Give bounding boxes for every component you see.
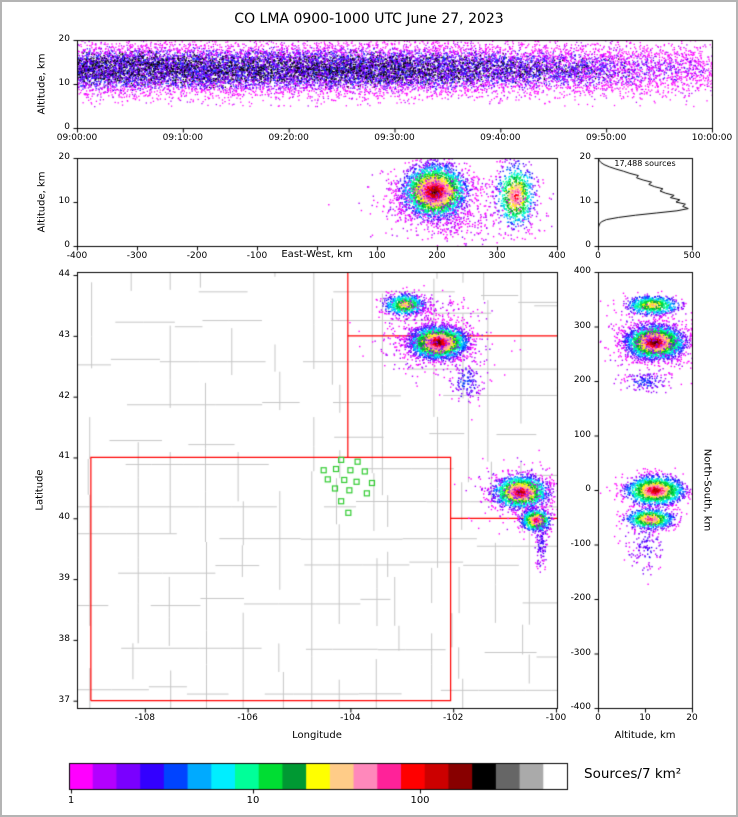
tick-label: -400 bbox=[570, 702, 591, 712]
ns-panel-ylabel: North-South, km bbox=[701, 448, 713, 532]
tick-label: 300 bbox=[573, 320, 591, 331]
tick-label: 0 bbox=[595, 251, 601, 261]
tick-label: 40 bbox=[58, 512, 70, 523]
tick-label: 0 bbox=[585, 240, 591, 250]
tick-label: 20 bbox=[58, 152, 70, 162]
tick-label: -300 bbox=[570, 647, 591, 658]
tick-label: 10 bbox=[579, 196, 591, 206]
tick-label: -200 bbox=[186, 251, 208, 261]
tick-label: 300 bbox=[488, 251, 506, 261]
ew-panel-xlabel: East-West, km bbox=[281, 249, 353, 260]
tick-label: 42 bbox=[58, 390, 70, 401]
tick-label: 200 bbox=[573, 375, 591, 385]
tick-label: -108 bbox=[134, 713, 156, 723]
ns-panel-xlabel: Altitude, km bbox=[614, 730, 676, 741]
tick-label: 10 bbox=[58, 78, 70, 88]
tick-label: -200 bbox=[570, 593, 591, 603]
tick-label: -100 bbox=[570, 538, 591, 549]
tick-label: 09:40:00 bbox=[480, 133, 521, 143]
tick-label: 43 bbox=[58, 329, 70, 340]
tick-label: -102 bbox=[442, 713, 464, 723]
ew-panel-ylabel: Altitude, km bbox=[36, 171, 48, 233]
tick-label: -100 bbox=[545, 713, 567, 723]
tick-label: 0 bbox=[64, 122, 70, 132]
tick-label: -400 bbox=[66, 251, 88, 261]
source-count-annotation: 17,488 sources bbox=[614, 159, 676, 168]
tick-label: 41 bbox=[58, 451, 70, 462]
figure-title: CO LMA 0900-1000 UTC June 27, 2023 bbox=[234, 11, 504, 27]
tick-label: 10:00:00 bbox=[691, 133, 733, 143]
tick-label: 09:00:00 bbox=[56, 133, 98, 143]
tick-label: 20 bbox=[579, 152, 591, 162]
tick-label: 0 bbox=[585, 484, 591, 494]
colorbar-tick-label: 100 bbox=[410, 795, 430, 806]
tick-label: 09:50:00 bbox=[585, 133, 627, 143]
tick-label: 0 bbox=[595, 713, 601, 723]
time-panel-ylabel: Altitude, km bbox=[36, 53, 48, 115]
tick-label: 37 bbox=[58, 694, 70, 705]
tick-label: 44 bbox=[58, 269, 70, 280]
tick-label: 400 bbox=[548, 251, 566, 261]
colorbar-tick-label: 1 bbox=[67, 795, 75, 806]
map-ylabel: Latitude bbox=[34, 469, 46, 511]
tick-label: 10 bbox=[58, 196, 70, 206]
colorbar-tick-label: 10 bbox=[246, 795, 260, 806]
tick-label: 0 bbox=[64, 240, 70, 250]
tick-label: -104 bbox=[340, 713, 361, 723]
colorbar-label: Sources/7 km² bbox=[584, 766, 682, 782]
tick-label: -106 bbox=[237, 713, 258, 723]
tick-label: 09:30:00 bbox=[374, 133, 415, 143]
tick-label: 200 bbox=[428, 251, 446, 261]
tick-label: 100 bbox=[368, 251, 386, 261]
tick-label: 09:20:00 bbox=[268, 133, 309, 143]
tick-label: 39 bbox=[58, 573, 70, 584]
tick-label: 20 bbox=[686, 713, 698, 723]
tick-label: 20 bbox=[58, 34, 70, 44]
tick-label: -100 bbox=[246, 251, 268, 261]
tick-label: 10 bbox=[639, 713, 651, 723]
tick-label: -300 bbox=[126, 251, 148, 261]
tick-label: 500 bbox=[683, 251, 701, 261]
tick-label: 09:10:00 bbox=[162, 133, 204, 143]
tick-label: 100 bbox=[573, 429, 591, 440]
map-xlabel: Longitude bbox=[292, 730, 342, 741]
tick-label: 400 bbox=[573, 266, 591, 276]
tick-label: 38 bbox=[58, 633, 70, 644]
